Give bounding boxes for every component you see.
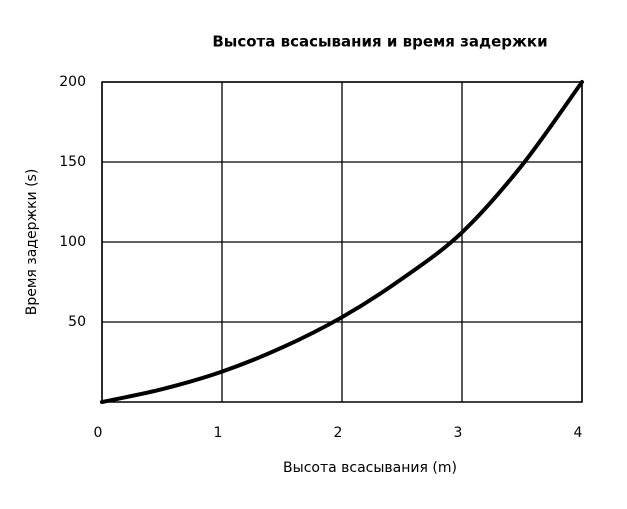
y-axis-title: Время задержки (s) <box>24 169 40 316</box>
chart-title: Высота всасывания и время задержки <box>212 33 547 51</box>
x-tick-label: 0 <box>94 425 103 441</box>
y-tick-label: 100 <box>59 234 86 250</box>
x-tick-label: 3 <box>454 425 463 441</box>
x-axis-title: Высота всасывания (m) <box>283 460 457 476</box>
y-tick-label: 50 <box>68 314 86 330</box>
data-line <box>100 80 584 404</box>
x-tick-label: 2 <box>334 425 343 441</box>
y-tick-label: 200 <box>59 74 86 90</box>
x-tick-label: 4 <box>574 425 583 441</box>
y-tick-label: 150 <box>59 154 86 170</box>
x-tick-label: 1 <box>214 425 223 441</box>
